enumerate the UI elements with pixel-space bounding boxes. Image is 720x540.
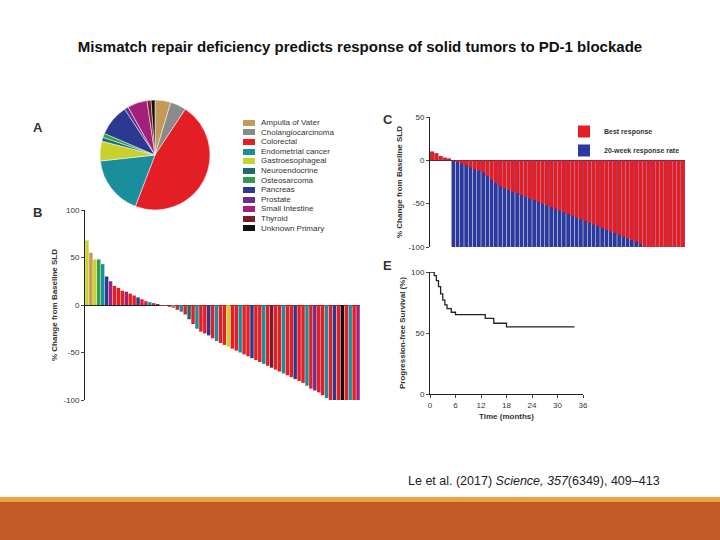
svg-text:36: 36 <box>579 401 588 410</box>
svg-text:30: 30 <box>553 401 562 410</box>
html-text:A: A <box>33 120 43 135</box>
html-text:Le et al. (2017) Science, 357: Le et al. (2017) Science, 357 (6349), 40… <box>408 474 660 488</box>
svg-text:18: 18 <box>502 401 511 410</box>
svg-text:50: 50 <box>415 329 424 338</box>
html-text:Gastroesophageal: Gastroesophageal <box>261 156 327 166</box>
html-text:B: B <box>33 205 43 220</box>
svg-text:6: 6 <box>453 401 458 410</box>
svg-text:-100: -100 <box>408 243 425 252</box>
html-text:Unknown Primary: Unknown Primary <box>261 223 325 233</box>
svg-text:24: 24 <box>528 401 537 410</box>
svg-text:0: 0 <box>75 301 80 310</box>
svg-text:0: 0 <box>428 401 433 410</box>
svg-text:20-week response rate: 20-week response rate <box>604 147 679 155</box>
html-text:Colorectal: Colorectal <box>261 137 297 147</box>
svg-text:% Change from Baseline SLD: % Change from Baseline SLD <box>50 249 59 361</box>
svg-text:0: 0 <box>420 156 425 165</box>
svg-text:12: 12 <box>477 401 486 410</box>
svg-text:Best response: Best response <box>604 128 652 136</box>
html-text:Cholangiocarcinoma: Cholangiocarcinoma <box>261 127 334 137</box>
svg-text:50: 50 <box>70 253 79 262</box>
html-text:C: C <box>383 112 393 127</box>
html-text:Small Intestine: Small Intestine <box>261 204 314 214</box>
svg-text:-50: -50 <box>68 348 80 357</box>
svg-text:0: 0 <box>420 390 425 399</box>
html-text:Mismatch repair deficiency pre: Mismatch repair deficiency predicts resp… <box>77 38 643 55</box>
svg-text:-100: -100 <box>63 396 80 405</box>
svg-text:% Change from Baseline SLD: % Change from Baseline SLD <box>395 126 404 238</box>
svg-text:-50: -50 <box>413 199 425 208</box>
html-text:Ampulla of Vater: Ampulla of Vater <box>261 118 320 127</box>
html-text:Pancreas: Pancreas <box>261 185 295 195</box>
html-text:Neuroendocrine: Neuroendocrine <box>261 166 318 175</box>
svg-text:50: 50 <box>415 113 424 122</box>
svg-text:Time (months): Time (months) <box>479 412 534 421</box>
html-text:E: E <box>383 258 392 273</box>
html-text:Prostate: Prostate <box>261 194 291 204</box>
html-text:Thyroid: Thyroid <box>261 213 288 223</box>
svg-text:Progression-free Survival (%): Progression-free Survival (%) <box>398 277 407 389</box>
svg-text:100: 100 <box>66 206 80 215</box>
html-text:Osteosarcoma: Osteosarcoma <box>261 175 313 185</box>
html-text:Endometrial cancer: Endometrial cancer <box>261 146 330 156</box>
svg-text:100: 100 <box>411 268 425 277</box>
